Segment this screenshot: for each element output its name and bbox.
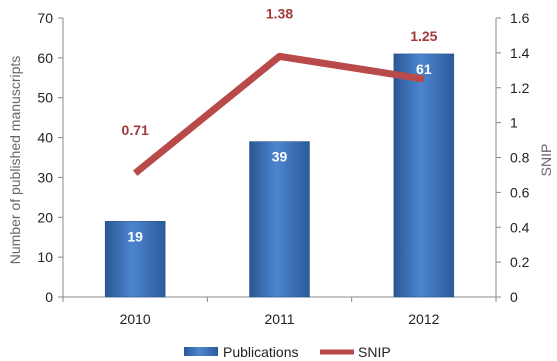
left-tick-label: 10: [37, 249, 53, 265]
right-tick-label: 0.4: [510, 219, 530, 235]
legend-label-publications: Publications: [223, 344, 299, 360]
bar-2010: [104, 221, 166, 298]
publications-bars: [104, 53, 455, 298]
y-axis-title: Number of published manuscripts: [7, 56, 23, 265]
left-tick-label: 70: [37, 10, 53, 26]
x-tick-label: 2012: [408, 311, 439, 327]
y2-axis-title: SNIP: [538, 144, 554, 177]
right-tick-label: 1: [510, 115, 518, 131]
left-tick-label: 30: [37, 169, 53, 185]
snip-labels: 0.71 1.38 1.25: [122, 5, 438, 138]
left-axis-ticks: 0 10 20 30 40 50 60 70: [37, 10, 63, 305]
snip-line-layer: [132, 52, 425, 176]
left-tick-label: 20: [37, 209, 53, 225]
right-axis-ticks: 0 0.2 0.4 0.6 0.8 1 1.2 1.4 1.6: [496, 10, 530, 305]
right-tick-label: 1.6: [510, 10, 530, 26]
right-tick-label: 1.4: [510, 45, 530, 61]
right-tick-label: 0: [510, 289, 518, 305]
snip-label-2012: 1.25: [410, 28, 437, 44]
x-tick-label: 2010: [120, 311, 151, 327]
bar-label-2012: 61: [416, 61, 432, 77]
left-tick-label: 50: [37, 90, 53, 106]
right-tick-label: 0.2: [510, 254, 530, 270]
legend: Publications SNIP: [184, 344, 391, 360]
legend-label-snip: SNIP: [358, 344, 391, 360]
right-tick-label: 0.8: [510, 150, 530, 166]
publications-labels: 19 39 61: [127, 61, 431, 244]
bar-label-2010: 19: [127, 228, 143, 244]
bar-label-2011: 39: [272, 149, 288, 165]
right-tick-label: 0.6: [510, 184, 530, 200]
left-tick-label: 60: [37, 50, 53, 66]
legend-swatch-publications: [184, 347, 218, 356]
x-tick-label: 2011: [264, 311, 294, 327]
snip-label-2010: 0.71: [122, 122, 149, 138]
left-tick-label: 0: [45, 289, 53, 305]
x-axis-ticks: 2010 2011 2012: [62, 297, 497, 327]
right-tick-label: 1.2: [510, 80, 530, 96]
snip-label-2011: 1.38: [266, 5, 293, 21]
left-tick-label: 40: [37, 130, 53, 146]
bar-2012: [393, 53, 455, 298]
bar-2011: [249, 141, 310, 298]
